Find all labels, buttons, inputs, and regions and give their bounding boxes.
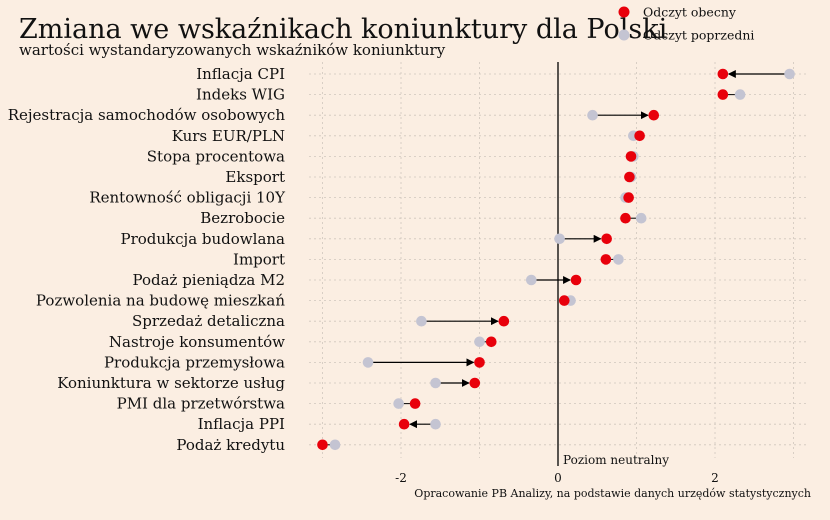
- category-label: Inflacja PPI: [198, 415, 285, 433]
- previous-point: [474, 336, 485, 348]
- legend-marker-previous: [618, 29, 630, 41]
- current-point: [600, 254, 612, 265]
- current-point: [317, 439, 328, 451]
- category-label: Kurs EUR/PLN: [172, 127, 285, 145]
- legend-marker-current: [618, 6, 630, 18]
- chart-subtitle: wartości wystandaryzowanych wskaźników k…: [19, 41, 446, 59]
- category-label: Pozwolenia na budowę mieszkań: [36, 292, 285, 310]
- previous-point: [554, 233, 565, 245]
- category-label: Eksport: [225, 168, 285, 186]
- category-label: Podaż pieniądza M2: [132, 271, 285, 289]
- current-point: [398, 418, 410, 430]
- legend: Odczyt obecny Odczyt poprzedni: [618, 5, 754, 43]
- current-point: [570, 274, 582, 286]
- category-label: Bezrobocie: [200, 209, 285, 227]
- category-label: Stopa procentowa: [147, 147, 285, 165]
- previous-point: [329, 439, 341, 451]
- current-point: [601, 233, 612, 245]
- current-point: [648, 109, 660, 121]
- category-label: Inflacja CPI: [196, 65, 285, 83]
- category-label: Rentowność obligacji 10Y: [89, 189, 286, 207]
- x-tick-label: 2: [711, 471, 719, 485]
- current-point: [409, 398, 421, 409]
- x-tick-label: -2: [395, 471, 407, 485]
- current-point: [625, 151, 637, 162]
- previous-point: [784, 68, 795, 80]
- x-tick-label: 0: [554, 471, 562, 485]
- previous-point: [526, 274, 537, 286]
- previous-point: [430, 377, 441, 389]
- previous-point: [613, 254, 624, 265]
- current-point: [469, 377, 481, 389]
- category-label: Sprzedaż detaliczna: [132, 312, 285, 330]
- current-point: [624, 171, 635, 183]
- category-label: Produkcja przemysłowa: [104, 353, 285, 371]
- plot-area: -2 0 2 Inflacja CPI Indeks WIG Rejestracja sa…: [8, 62, 807, 485]
- current-point: [474, 357, 485, 368]
- chart-title: Zmiana we wskaźnikach koniunktury dla Po…: [19, 14, 668, 45]
- current-point: [717, 68, 729, 80]
- category-label: PMI dla przetwórstwa: [117, 395, 285, 413]
- category-label: Podaż kredytu: [176, 436, 285, 454]
- current-point: [558, 295, 570, 306]
- category-label: Nastroje konsumentów: [109, 333, 285, 351]
- category-label: Rejestracja samochodów osobowych: [8, 106, 286, 124]
- previous-point: [416, 315, 427, 327]
- previous-point: [430, 418, 441, 430]
- previous-point: [587, 109, 598, 121]
- current-point: [634, 130, 645, 142]
- legend-label-previous: Odczyt poprzedni: [643, 28, 754, 43]
- neutral-level-label: Poziom neutralny: [563, 453, 669, 467]
- current-point: [485, 336, 497, 348]
- current-point: [717, 89, 729, 100]
- category-label: Import: [233, 250, 285, 268]
- legend-label-current: Odczyt obecny: [643, 5, 737, 20]
- source-note: Opracowanie PB Analizy, na podstawie dan…: [414, 487, 811, 500]
- previous-point: [393, 398, 404, 409]
- category-label: Koniunktura w sektorze usług: [57, 374, 285, 392]
- previous-point: [635, 212, 647, 224]
- previous-point: [362, 357, 374, 368]
- current-point: [620, 212, 631, 224]
- category-label: Indeks WIG: [196, 86, 285, 104]
- current-point: [623, 192, 634, 203]
- current-point: [498, 315, 510, 327]
- category-label: Produkcja budowlana: [121, 230, 286, 248]
- previous-point: [734, 89, 746, 100]
